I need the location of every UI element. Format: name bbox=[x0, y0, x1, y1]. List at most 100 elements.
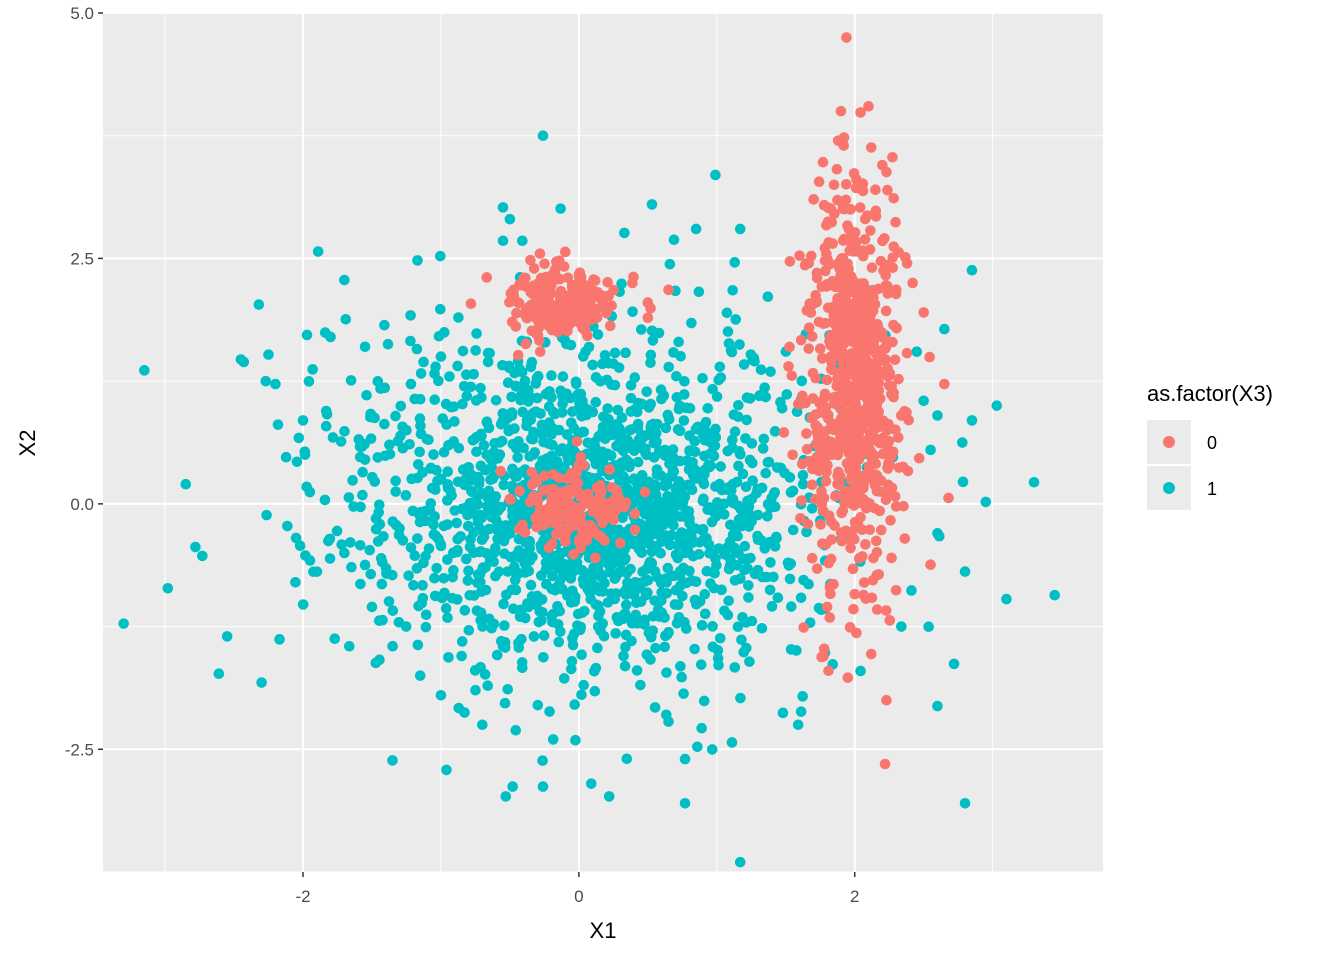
point-series-0 bbox=[925, 559, 936, 571]
point-series-1 bbox=[721, 544, 733, 555]
point-series-1 bbox=[726, 434, 738, 446]
point-series-1 bbox=[498, 479, 510, 491]
point-series-1 bbox=[476, 534, 488, 546]
point-series-1 bbox=[712, 653, 724, 664]
point-series-1 bbox=[797, 469, 809, 481]
point-series-0 bbox=[890, 584, 902, 596]
point-series-1 bbox=[270, 378, 281, 390]
point-series-1 bbox=[481, 500, 493, 512]
point-series-1 bbox=[558, 673, 570, 684]
point-series-1 bbox=[613, 362, 625, 373]
point-series-1 bbox=[500, 414, 511, 426]
legend: as.factor(X3) 0 1 bbox=[1147, 381, 1273, 510]
y-tick-label: -2.5 bbox=[65, 740, 94, 759]
point-series-1 bbox=[696, 620, 708, 631]
point-series-1 bbox=[544, 386, 555, 397]
point-series-1 bbox=[323, 535, 334, 547]
point-series-1 bbox=[932, 528, 943, 539]
point-series-0 bbox=[858, 577, 870, 588]
y-tick-label: 5.0 bbox=[70, 4, 94, 23]
point-series-1 bbox=[675, 661, 686, 672]
point-series-0 bbox=[814, 397, 825, 409]
point-series-1 bbox=[376, 578, 388, 590]
point-series-1 bbox=[689, 643, 700, 655]
point-series-1 bbox=[370, 513, 382, 524]
point-series-1 bbox=[546, 429, 557, 440]
point-series-1 bbox=[438, 520, 450, 532]
point-series-1 bbox=[759, 543, 771, 554]
point-series-1 bbox=[709, 567, 720, 579]
point-series-1 bbox=[444, 371, 455, 382]
point-series-0 bbox=[861, 210, 873, 221]
point-series-1 bbox=[404, 438, 415, 450]
point-series-1 bbox=[725, 345, 737, 356]
point-series-1 bbox=[510, 725, 522, 736]
point-series-1 bbox=[677, 590, 688, 602]
point-series-0 bbox=[562, 473, 573, 484]
point-series-1 bbox=[473, 478, 485, 490]
point-series-1 bbox=[714, 478, 725, 490]
y-tick-label: 2.5 bbox=[70, 249, 94, 268]
point-series-1 bbox=[633, 434, 645, 446]
point-series-0 bbox=[838, 262, 849, 274]
point-series-1 bbox=[611, 612, 623, 623]
point-series-1 bbox=[451, 517, 462, 529]
point-series-1 bbox=[377, 614, 388, 626]
point-series-0 bbox=[525, 254, 536, 266]
point-series-1 bbox=[546, 450, 557, 462]
point-series-1 bbox=[429, 572, 440, 584]
point-series-0 bbox=[546, 538, 558, 550]
point-series-0 bbox=[870, 535, 882, 547]
point-series-1 bbox=[451, 594, 463, 605]
x-tick-label: 2 bbox=[850, 887, 859, 906]
point-series-0 bbox=[863, 312, 875, 323]
point-series-0 bbox=[890, 216, 901, 228]
point-series-1 bbox=[401, 424, 412, 436]
point-series-1 bbox=[627, 306, 638, 317]
point-series-1 bbox=[297, 415, 309, 426]
point-series-1 bbox=[651, 528, 663, 540]
point-series-1 bbox=[661, 667, 672, 678]
point-series-0 bbox=[893, 373, 904, 385]
point-series-1 bbox=[714, 632, 726, 644]
point-series-0 bbox=[554, 290, 566, 301]
point-series-0 bbox=[794, 250, 805, 261]
point-series-1 bbox=[537, 607, 548, 618]
point-series-1 bbox=[575, 388, 587, 400]
point-series-0 bbox=[531, 476, 543, 487]
point-series-1 bbox=[509, 367, 520, 379]
point-series-0 bbox=[547, 469, 559, 480]
point-series-1 bbox=[519, 567, 531, 578]
point-series-1 bbox=[499, 548, 510, 559]
point-series-0 bbox=[886, 482, 898, 494]
point-series-1 bbox=[532, 699, 544, 711]
point-series-1 bbox=[412, 472, 423, 484]
point-series-0 bbox=[819, 426, 831, 437]
point-series-1 bbox=[663, 361, 675, 373]
point-series-1 bbox=[443, 652, 454, 663]
point-series-1 bbox=[770, 531, 782, 543]
point-series-1 bbox=[383, 596, 395, 607]
point-series-1 bbox=[620, 599, 632, 611]
point-series-0 bbox=[821, 601, 833, 613]
point-series-1 bbox=[478, 439, 490, 451]
point-series-1 bbox=[620, 553, 631, 564]
point-series-1 bbox=[735, 692, 746, 704]
point-series-1 bbox=[118, 618, 129, 629]
point-series-1 bbox=[932, 410, 943, 421]
point-series-0 bbox=[868, 432, 880, 444]
point-series-0 bbox=[881, 694, 892, 706]
point-series-1 bbox=[557, 371, 569, 382]
point-series-1 bbox=[697, 429, 709, 440]
point-series-1 bbox=[415, 506, 427, 518]
point-series-0 bbox=[574, 508, 585, 520]
point-series-0 bbox=[558, 497, 570, 509]
point-series-0 bbox=[801, 443, 813, 455]
point-series-1 bbox=[625, 563, 636, 575]
point-series-1 bbox=[347, 475, 358, 486]
point-series-0 bbox=[837, 235, 849, 246]
point-series-0 bbox=[571, 476, 582, 488]
point-series-1 bbox=[663, 413, 675, 425]
point-series-1 bbox=[297, 599, 309, 610]
point-series-1 bbox=[619, 227, 630, 239]
